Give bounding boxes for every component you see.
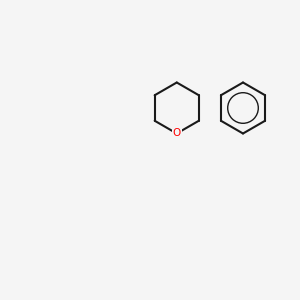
Text: O: O [172, 128, 181, 139]
